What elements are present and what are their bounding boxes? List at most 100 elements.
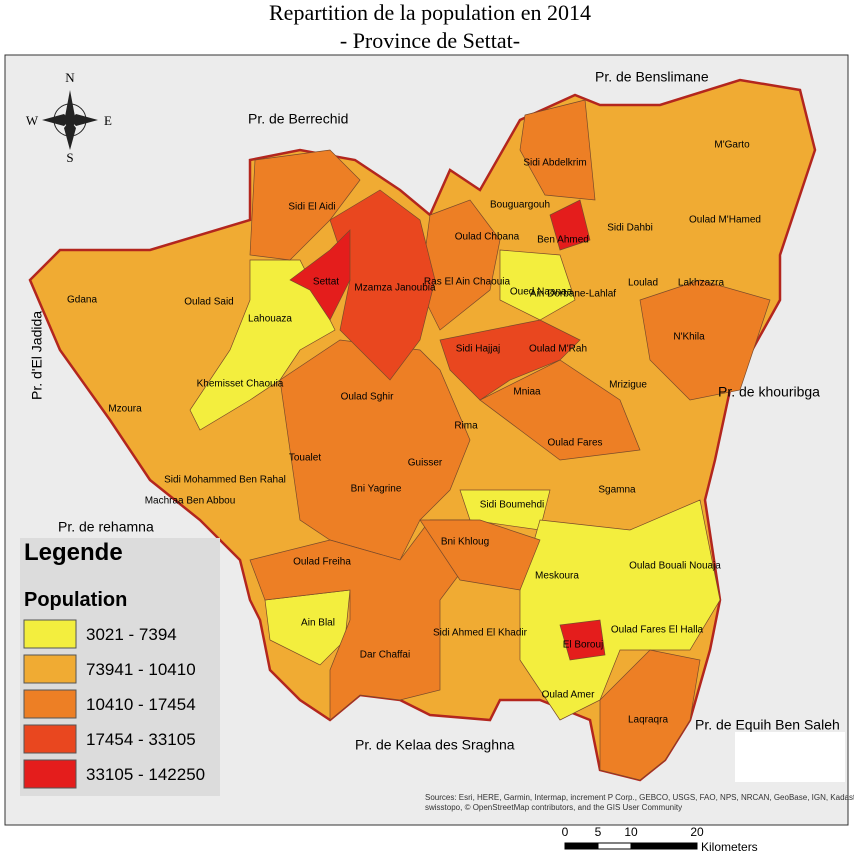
legend-label: 3021 - 7394: [86, 625, 177, 644]
commune-label: Laqraqra: [628, 715, 668, 726]
legend-subtitle: Population: [24, 589, 127, 611]
sources-line: swisstopo, © OpenStreetMap contributors,…: [425, 803, 682, 812]
sources-line: Sources: Esri, HERE, Garmin, Intermap, i…: [425, 793, 854, 802]
legend-swatch: [23, 689, 77, 719]
commune-label: Bouguargouh: [490, 200, 550, 211]
region: [599, 649, 701, 781]
sources: Sources: Esri, HERE, Garmin, Intermap, i…: [425, 793, 854, 812]
commune-label: Oulad Said: [184, 297, 233, 308]
commune-label: Bni Yagrine: [351, 484, 402, 495]
commune-label: Toualet: [289, 453, 321, 464]
commune-label: Khemisset Chaouia: [197, 379, 284, 390]
legend-swatch: [23, 654, 77, 684]
region: [519, 99, 596, 201]
compass-arrow: [70, 114, 98, 126]
commune-label: Mniaa: [513, 387, 541, 398]
compass-label: E: [104, 113, 112, 128]
commune-label: Oulad Fares: [547, 438, 602, 449]
region: [289, 229, 351, 321]
commune-label: Dar Chaffai: [360, 650, 410, 661]
scale-unit: Kilometers: [701, 840, 758, 854]
scale-tick-label: 5: [595, 825, 602, 839]
legend-swatch: [23, 619, 77, 649]
commune-label: Oulad M'Hamed: [689, 215, 761, 226]
commune-label: Ain Dorbane-Lahlaf: [530, 289, 616, 300]
commune-label: N'Khila: [673, 332, 705, 343]
compass-label: S: [66, 150, 73, 165]
commune-label: Lahouaza: [248, 314, 292, 325]
neighbor-label: Pr. de Kelaa des Sraghna: [355, 737, 515, 753]
compass-ring: [53, 103, 87, 137]
province: [28, 78, 817, 782]
scale-tick-label: 0: [562, 825, 569, 839]
compass: N S W E: [26, 70, 112, 165]
commune-label: Oued Naanaa: [510, 287, 573, 298]
commune-labels: Sidi Abdelkrim M'Garto Bouguargouh Sidi Dah…: [67, 140, 761, 726]
region: [249, 519, 471, 721]
commune-label: Ben Ahmed: [537, 235, 589, 246]
region: [639, 279, 771, 401]
scale-segment: [597, 842, 632, 850]
commune-label: Sidi Dahbi: [607, 223, 653, 234]
commune-label: Oulad Sghir: [341, 392, 394, 403]
commune-label: Oulad M'Rah: [529, 344, 587, 355]
commune-label: Bni Khloug: [441, 537, 489, 548]
commune-label: Loulad: [628, 278, 658, 289]
commune-label: Settat: [313, 277, 339, 288]
legend: Legende Population 3021 - 7394 73941 - 10…: [20, 538, 220, 796]
region: [439, 319, 581, 401]
region: [519, 499, 721, 721]
compass-arrow: [64, 120, 76, 150]
commune-label: Mzoura: [108, 404, 142, 415]
legend-swatch: [23, 724, 77, 754]
title: Repartition de la population en 2014: [269, 0, 591, 25]
neighbor-label: Pr. de Berrechid: [248, 111, 348, 127]
commune-label: Sidi El Aidi: [288, 202, 335, 213]
commune-label: M'Garto: [714, 140, 750, 151]
commune-label: Sidi Hajjaj: [456, 344, 500, 355]
scale-segment: [630, 842, 698, 850]
compass-arrow: [42, 114, 70, 126]
legend-swatch: [23, 759, 77, 789]
legend-title: Legende: [24, 539, 123, 566]
legend-label: 33105 - 142250: [86, 765, 205, 784]
commune-label: Sidi Boumehdi: [480, 500, 544, 511]
commune-label: Sgamna: [598, 485, 636, 496]
commune-label: Machraa Ben Abbou: [145, 496, 236, 507]
neighbor-label: Pr. de Equih Ben Saleh: [695, 717, 840, 733]
commune-label: Sidi Ahmed El Khadir: [433, 628, 528, 639]
neighbor-label: Pr. de Benslimane: [595, 69, 709, 85]
legend-label: 73941 - 10410: [86, 660, 196, 679]
scale-segment: [564, 842, 599, 850]
commune-label: Ain Blal: [301, 618, 335, 629]
region: [499, 249, 576, 321]
scale-tick-label: 10: [624, 825, 638, 839]
neighbor-labels: Pr. de Benslimane Pr. de Berrechid Pr. d…: [29, 69, 840, 753]
commune-label: Oulad Freiha: [293, 557, 351, 568]
commune-label: Sidi Mohammed Ben Rahal: [164, 475, 286, 486]
neighbor-label: Pr. de khouribga: [718, 384, 820, 400]
commune-label: Oulad Bouali Nouaja: [629, 561, 721, 572]
compass-label: W: [26, 113, 39, 128]
neighbor-label: Pr. de rehamna: [58, 519, 154, 535]
commune-label: Ras El Ain Chaouia: [424, 277, 511, 288]
region: [419, 519, 541, 591]
commune-label: Sidi Abdelkrim: [523, 158, 586, 169]
legend-label: 17454 - 33105: [86, 730, 196, 749]
legend-items: 3021 - 7394 73941 - 10410 10410 - 17454 174…: [23, 619, 205, 789]
region: [549, 199, 591, 251]
commune-label: Gdana: [67, 295, 97, 306]
neighbor-label: Pr. d'El Jadida: [29, 311, 45, 400]
commune-label: Lakhzazra: [678, 278, 725, 289]
region: [559, 619, 606, 661]
commune-label: Guisser: [408, 458, 443, 469]
commune-label: Oulad Fares El Halla: [611, 625, 704, 636]
commune-label: Meskoura: [535, 571, 579, 582]
commune-label: Rima: [454, 421, 478, 432]
commune-label: El Borouj: [563, 640, 604, 651]
commune-label: Mrizigue: [609, 380, 647, 391]
region: [329, 189, 436, 381]
